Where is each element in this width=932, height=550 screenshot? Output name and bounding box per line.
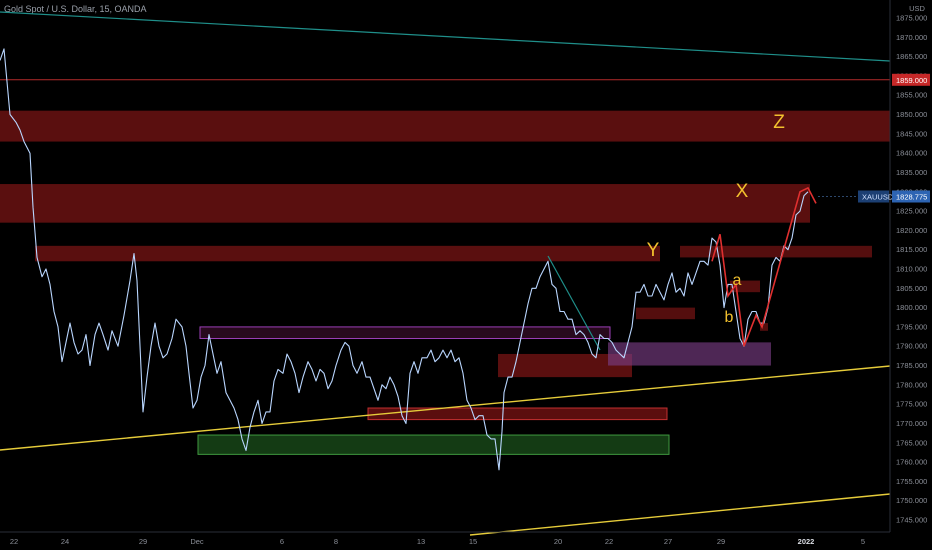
level-badge — [892, 73, 930, 86]
wave-label-b: b — [725, 309, 734, 326]
x-tick-label: 27 — [664, 537, 672, 546]
y-tick-label: 1825.000 — [896, 207, 927, 216]
wave-label-X: X — [736, 181, 749, 202]
y-tick-label: 1855.000 — [896, 91, 927, 100]
symbol-badge — [858, 190, 889, 203]
zone-purple-line — [199, 326, 611, 340]
y-tick-label: 1785.000 — [896, 361, 927, 370]
y-tick-label: 1810.000 — [896, 265, 927, 274]
x-tick-label: 22 — [605, 537, 613, 546]
wave-label-a: a — [733, 272, 742, 289]
level-badge-label: 1859.000 — [896, 76, 927, 85]
x-tick-label: 22 — [10, 537, 18, 546]
y-tick-label: 1750.000 — [896, 496, 927, 505]
zone-purple — [608, 342, 771, 366]
x-tick-label: 24 — [61, 537, 69, 546]
y-tick-label: 1780.000 — [896, 380, 927, 389]
wave-labels-layer: Z X Ya b — [647, 112, 786, 326]
x-tick-label: 29 — [717, 537, 725, 546]
y-tick-label: 1845.000 — [896, 129, 927, 138]
symbol-badge-label: XAUUSD — [862, 192, 894, 201]
y-tick-label: 1875.000 — [896, 14, 927, 23]
zone-mid — [498, 353, 632, 378]
zones-layer — [0, 110, 890, 455]
y-tick-label: 1760.000 — [896, 458, 927, 467]
zone-low — [367, 407, 668, 421]
zone-small-3 — [760, 323, 768, 331]
trendline-yellow-upper — [0, 365, 891, 451]
trendline-teal — [0, 11, 891, 62]
y-tick-label: 1790.000 — [896, 342, 927, 351]
currency-label: USD — [909, 4, 925, 13]
chart-title: Gold Spot / U.S. Dollar, 15, OANDA — [4, 4, 147, 14]
x-tick-label: Dec — [190, 537, 204, 546]
last-price-label: 1828.775 — [896, 192, 927, 201]
x-tick-label: 29 — [139, 537, 147, 546]
wave-label-Y: Y — [647, 240, 660, 261]
y-tick-label: 1835.000 — [896, 168, 927, 177]
y-tick-label: 1865.000 — [896, 52, 927, 61]
zone-green — [197, 434, 670, 455]
wave-label-Z: Z — [773, 112, 785, 133]
price-axis: USD1875.0001870.0001865.0001860.0001855.… — [818, 0, 932, 550]
price-series-line — [0, 48, 809, 471]
y-tick-label: 1770.000 — [896, 419, 927, 428]
zone-y — [35, 245, 660, 262]
zone-small-1 — [636, 307, 695, 320]
x-tick-label: 2022 — [798, 537, 815, 546]
y-tick-label: 1840.000 — [896, 149, 927, 158]
y-tick-label: 1755.000 — [896, 477, 927, 486]
y-tick-label: 1775.000 — [896, 400, 927, 409]
trendlines-layer — [0, 11, 891, 536]
x-tick-label: 20 — [554, 537, 562, 546]
zone-right — [680, 245, 872, 258]
x-tick-label: 5 — [861, 537, 865, 546]
y-tick-label: 1745.000 — [896, 516, 927, 525]
x-tick-label: 6 — [280, 537, 284, 546]
last-price-badge — [892, 190, 930, 203]
y-tick-label: 1800.000 — [896, 303, 927, 312]
x-tick-label: 15 — [469, 537, 477, 546]
trendline-yellow-lower — [469, 493, 891, 536]
y-tick-label: 1765.000 — [896, 438, 927, 447]
zone-x — [0, 184, 810, 223]
y-tick-label: 1805.000 — [896, 284, 927, 293]
price-layer — [0, 48, 817, 471]
price-axis-bg — [890, 0, 932, 550]
wave-path-red — [711, 186, 817, 347]
x-tick-label: 13 — [417, 537, 425, 546]
trendline-teal-short — [547, 255, 601, 351]
zone-z — [0, 110, 890, 142]
time-axis: 22 24 29 Dec 6 8 13 15 20 22 27 29 2022 5 — [0, 531, 890, 546]
x-tick-label: 8 — [334, 537, 338, 546]
y-tick-label: 1795.000 — [896, 322, 927, 331]
y-tick-label: 1815.000 — [896, 245, 927, 254]
y-tick-label: 1820.000 — [896, 226, 927, 235]
y-tick-label: 1870.000 — [896, 33, 927, 42]
zone-small-2 — [730, 280, 760, 293]
y-tick-label: 1850.000 — [896, 110, 927, 119]
